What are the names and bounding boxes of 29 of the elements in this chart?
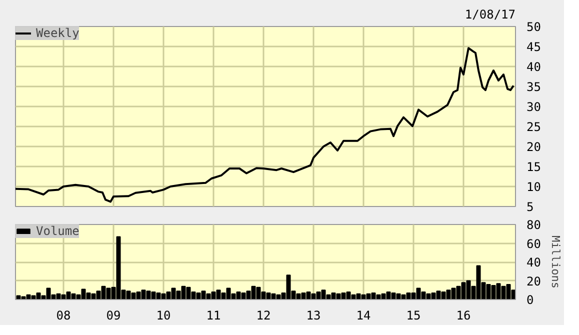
x-tick-label: 13 (306, 308, 321, 322)
y-tick-label: 60 (526, 236, 541, 251)
legend-label: Weekly (36, 26, 80, 40)
y-tick-label: 20 (526, 274, 541, 288)
y-tick-label: 10 (526, 180, 541, 194)
y-tick-label: 5 (526, 200, 534, 214)
legend-label: Volume (36, 224, 80, 238)
x-tick-label: 14 (356, 308, 371, 322)
x-tick-label: 08 (56, 308, 71, 322)
y-tick-label: 0 (526, 293, 534, 307)
y-tick-label: 50 (526, 20, 541, 34)
y-tick-label: 45 (526, 40, 541, 54)
y-tick-label: 40 (526, 60, 541, 74)
y-axis-title: Millions (548, 236, 562, 288)
x-tick-label: 15 (406, 308, 421, 322)
text: 1/08/17 (464, 8, 516, 22)
x-tick-label: 10 (156, 308, 171, 322)
y-tick-label: 25 (526, 120, 541, 134)
y-tick-label: 40 (526, 256, 541, 270)
y-tick-label: 20 (526, 140, 541, 154)
x-tick-label: 11 (206, 308, 221, 322)
y-tick-label: 30 (526, 100, 541, 114)
y-tick-label: 35 (526, 80, 541, 94)
y-tick-label: 80 (526, 218, 541, 232)
x-tick-label: 09 (106, 308, 121, 322)
y-tick-label: 15 (526, 160, 541, 174)
x-tick-label: 16 (456, 308, 471, 322)
x-tick-label: 12 (256, 308, 271, 322)
line-series (16, 47, 514, 203)
